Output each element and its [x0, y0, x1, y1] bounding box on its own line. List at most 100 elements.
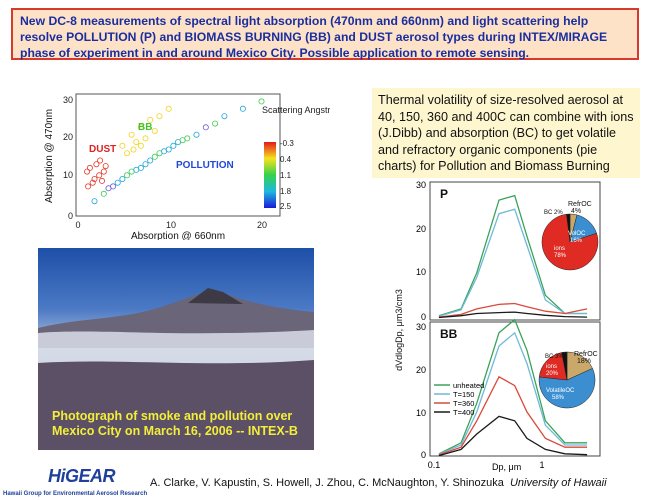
scatter-xtick: 10 — [166, 220, 176, 230]
scatter-xtick: 0 — [75, 220, 80, 230]
panel-bb-ytick: 20 — [416, 365, 426, 375]
scatter-point — [91, 176, 98, 183]
legend-label: T=360 — [453, 399, 474, 408]
scatter-point — [133, 139, 140, 146]
series-line — [438, 194, 588, 317]
dust-label: DUST — [89, 144, 116, 155]
pollution-label: POLLUTION — [176, 160, 234, 171]
bb-label: BB — [138, 122, 152, 133]
scatter-ytick: 20 — [63, 132, 73, 142]
scatter-point — [142, 135, 149, 142]
logo-text: HiGEAR — [48, 466, 116, 486]
panel-p-ytick: 20 — [416, 224, 426, 234]
series-line — [438, 331, 588, 455]
scatter-point — [114, 179, 121, 186]
scatter-point — [137, 142, 144, 149]
scatter-point — [258, 98, 265, 105]
scatter-point — [239, 105, 246, 112]
scatter-point — [179, 137, 186, 144]
scatter-point — [86, 164, 93, 171]
scatter-point — [221, 113, 228, 120]
panel-bb-title: BB — [440, 327, 458, 341]
series-line — [438, 415, 588, 457]
scatter-point — [100, 190, 107, 197]
panel-p-title: P — [440, 187, 448, 201]
affiliation: University of Hawaii — [509, 477, 607, 489]
mexico-city-photo — [38, 248, 314, 450]
photo-caption: Photograph of smoke and pollution over M… — [52, 409, 298, 438]
scatter-point — [161, 148, 168, 155]
scatter-point — [124, 172, 131, 179]
scatter-point — [105, 185, 112, 192]
p-pie-label: RefrOC — [568, 201, 592, 208]
scatter-point — [151, 128, 158, 135]
panel-bb-ytick: 0 — [421, 450, 426, 460]
logo-subtitle: Hawaii Group for Environmental Aerosol R… — [3, 491, 148, 497]
colorbar-tick: -0.3 — [280, 139, 294, 148]
panel-p-ytick: 10 — [416, 267, 426, 277]
scatter-plot-area — [75, 93, 281, 217]
scatter-xlabel: Absorption @ 660nm — [131, 231, 225, 240]
scatter-point — [156, 113, 163, 120]
scatter-point — [165, 105, 172, 112]
header-text: New DC-8 measurements of spectral light … — [20, 14, 608, 60]
scatter-point — [99, 177, 106, 184]
series-line — [438, 311, 588, 319]
scatter-point — [133, 166, 140, 173]
p-pie-label: 78% — [554, 253, 567, 259]
bb-pie-label: RefrOC — [574, 351, 598, 358]
legend-label: T=150 — [453, 390, 474, 399]
scatter-point — [137, 124, 144, 131]
pie-slice — [538, 352, 568, 381]
x-tick: 0.1 — [428, 460, 441, 470]
p-pie-label: VolOC — [568, 231, 586, 237]
scatter-point — [130, 146, 137, 153]
photo-image — [38, 248, 314, 450]
colorbar-tick: 1.1 — [280, 171, 292, 180]
scatter-point — [170, 142, 177, 149]
panel-bb-ytick: 30 — [416, 322, 426, 332]
scatter-point — [89, 179, 96, 186]
p-pie-label: BC 2% — [544, 210, 563, 216]
colorbar-tick: 1.8 — [280, 187, 292, 196]
size-dist-ylabel: dVdlogDp, μm3/cm3 — [394, 289, 404, 371]
absorption-scatter-plot: 30 20 10 0 0 10 20 Absorption @ 660nm Ab… — [44, 93, 330, 240]
x-tick: 1 — [539, 460, 544, 470]
bb-pie-label: ions — [546, 364, 557, 370]
series-line — [438, 208, 588, 317]
panel-p-ytick: 0 — [421, 312, 426, 322]
scatter-ytick: 30 — [63, 95, 73, 105]
bb-pie-label: 18% — [577, 358, 591, 365]
colorbar — [264, 142, 276, 208]
scatter-point — [91, 198, 98, 205]
scatter-point — [119, 176, 126, 183]
series-line — [438, 302, 588, 318]
scatter-ytick: 10 — [63, 170, 73, 180]
scatter-point — [96, 172, 103, 179]
scatter-point — [193, 131, 200, 138]
scatter-point — [124, 150, 131, 157]
scatter-ytick: 0 — [68, 211, 73, 221]
panel-p-pie — [541, 213, 599, 271]
pie-slice — [541, 213, 599, 271]
legend-label: T=400 — [453, 408, 474, 417]
bb-pie-label: VolatileOC — [546, 388, 575, 394]
header-banner: New DC-8 measurements of spectral light … — [11, 8, 639, 60]
scatter-point — [128, 131, 135, 138]
info-box: Thermal volatility of size-resolved aero… — [372, 88, 640, 178]
series-line — [438, 375, 588, 456]
scatter-point — [147, 157, 154, 164]
panel-bb-lines — [438, 318, 588, 457]
series-line — [438, 318, 588, 455]
scatter-ylabel: Absorption @ 470nm — [44, 109, 55, 203]
authors-line: A. Clarke, V. Kapustin, S. Howell, J. Zh… — [150, 477, 607, 489]
bb-pie-label: 20% — [546, 371, 559, 377]
colorbar-tick: 0.4 — [280, 155, 292, 164]
authors: A. Clarke, V. Kapustin, S. Howell, J. Zh… — [150, 477, 504, 489]
p-pie-label: 4% — [571, 208, 581, 215]
scatter-point — [84, 168, 91, 175]
pie-slice — [538, 368, 596, 409]
scatter-point — [212, 120, 219, 127]
scatter-xtick: 20 — [257, 220, 267, 230]
panel-p-ytick: 30 — [416, 180, 426, 190]
